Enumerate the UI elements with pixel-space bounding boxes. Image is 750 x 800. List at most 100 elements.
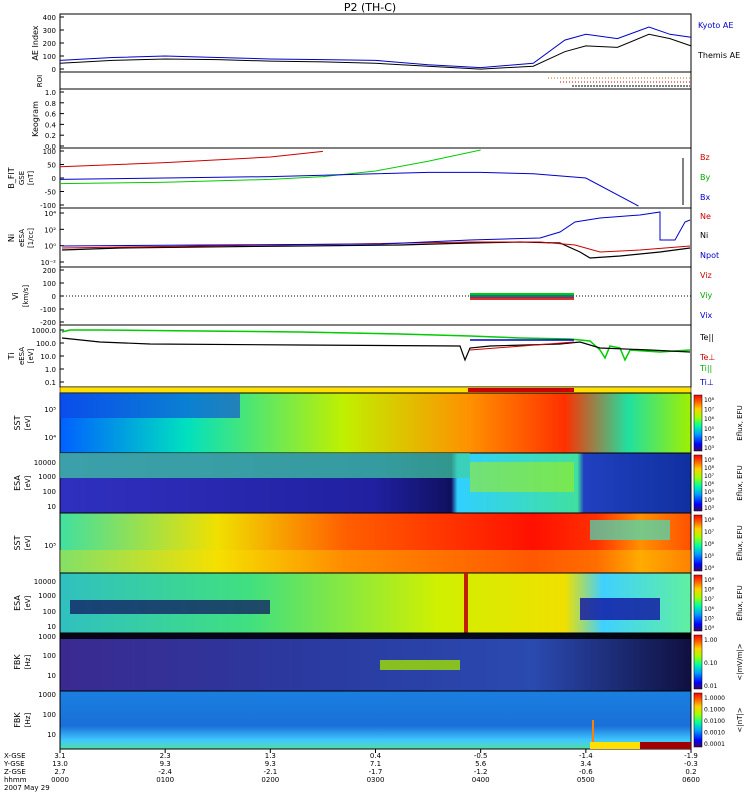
mode-bar <box>59 386 692 394</box>
sst-ion-ylabel-1: SST <box>13 535 22 550</box>
time-axis-value: 0100 <box>156 776 174 784</box>
keogram-tick: 1.0 <box>45 89 56 97</box>
colorbar-tick: 10³ <box>704 445 715 452</box>
bfit-ylabel-2: GSE <box>18 171 26 185</box>
ae-kyoto-line <box>59 26 692 69</box>
vi-blue-band <box>470 295 574 298</box>
time-axis-value: 1.3 <box>265 752 276 760</box>
bfit-ylabel-1: B_FIT <box>7 167 16 188</box>
ae-tick: 400 <box>43 14 56 22</box>
esa-ion-panel: ESA [eV] 10000 1000 100 10 <box>13 572 692 634</box>
roi-ylabel: ROI <box>36 75 44 87</box>
time-axis-value: -0.6 <box>579 768 593 776</box>
colorbar-tick: 10⁴ <box>704 497 715 504</box>
ti-tick: 1.0 <box>45 366 56 374</box>
sst-ion-ylabel-2: [eV] <box>24 535 32 550</box>
time-axis-value: 3.1 <box>54 752 65 760</box>
ae-legend-themis: Themis AE <box>697 51 740 60</box>
time-axis-value: -1.7 <box>369 768 383 776</box>
colorbar-label: Eflux, EFU <box>736 465 744 500</box>
ti-legend-te-perp: Te⊥ <box>699 353 715 362</box>
esa-ion-blue-band <box>580 598 660 620</box>
ae-legend-kyoto: Kyoto AE <box>698 21 733 30</box>
fbk-e-panel: FBK [Hz] 1000 100 10 <box>13 632 692 692</box>
colorbar-tick: 0.1000 <box>704 707 725 714</box>
time-axis-value: 0.2 <box>685 768 696 776</box>
ti-ylabel-2: eESA <box>18 347 26 365</box>
time-axis-value: -1.9 <box>684 752 698 760</box>
esa-electron-ylabel-1: ESA <box>13 475 22 491</box>
colorbar-label: <|mV/m|> <box>736 643 744 680</box>
keogram-tick: 0.4 <box>45 121 57 129</box>
ti-green-line <box>61 329 691 362</box>
sst-ion-patch <box>590 520 670 540</box>
sst-electron-panel: SST [eV] 10⁵ 10⁴ <box>13 392 692 454</box>
ni-blue-line <box>61 211 691 247</box>
sst-electron-ylabel-2: [eV] <box>24 415 32 430</box>
ni-tick: 10⁰ <box>44 243 56 251</box>
keogram-tick: 0.2 <box>45 132 56 140</box>
colorbar <box>693 514 703 572</box>
vi-tick: -200 <box>40 319 56 327</box>
bfit-tick: -50 <box>45 189 56 197</box>
time-axis-value: -0.3 <box>684 760 698 768</box>
vi-ylabel-2: [km/s] <box>22 285 30 308</box>
colorbar-tick: 10⁶ <box>704 416 715 423</box>
ae-tick: 300 <box>43 27 56 35</box>
ae-ticks: 400 300 200 100 0 <box>43 14 64 74</box>
esa-ion-tick-3: 100 <box>43 608 56 616</box>
roi-panel: ROI <box>36 71 692 90</box>
time-axis-value: 0200 <box>261 776 279 784</box>
esa-ion-dark-band <box>70 600 270 614</box>
fbk-e-ylabel-1: FBK <box>13 654 22 670</box>
mode-bar-yellow <box>59 386 692 394</box>
keogram-panel: Keogram 1.0 0.8 0.6 0.4 0.2 0.0 <box>31 88 692 151</box>
colorbar-label: Eflux, EFU <box>736 525 744 560</box>
ti-ticks: 1000.0 100.0 10.0 1.0 0.1 <box>32 327 64 387</box>
ni-ylabel-1: Ni <box>7 234 16 242</box>
keogram-tick: 0.0 <box>45 143 56 151</box>
colorbar <box>693 634 703 690</box>
time-axis-value: -1.2 <box>474 768 488 776</box>
fbk-b-panel: FBK [Hz] 1000 100 10 <box>13 690 692 750</box>
colorbar-tick: 10³ <box>704 505 715 512</box>
time-axis-value: -2.4 <box>158 768 172 776</box>
vi-legend-vix: Vix <box>700 311 713 320</box>
colorbar-tick: 10⁹ <box>704 457 715 464</box>
time-axis-row-label: Y-GSE <box>3 760 25 768</box>
time-axis-value: 9.3 <box>265 760 276 768</box>
sst-electron-tick-1: 10⁵ <box>44 406 56 414</box>
fbk-b-ylabel-1: FBK <box>13 712 22 728</box>
colorbar <box>693 574 703 632</box>
ae-tick: 100 <box>43 53 56 61</box>
colorbar-tick: 10⁵ <box>704 615 715 622</box>
colorbar-label: <|nT|> <box>736 707 744 732</box>
time-axis-row-label: Z-GSE <box>4 768 26 776</box>
fbk-b-tick-2: 100 <box>43 711 56 719</box>
time-axis-value: -2.1 <box>263 768 277 776</box>
time-axis-value: 5.6 <box>475 760 487 768</box>
ni-ticks: 10⁴ 10² 10⁰ 10⁻² <box>41 210 64 267</box>
ti-ylabel-1: Ti <box>7 353 16 361</box>
time-axis-value: 0600 <box>682 776 700 784</box>
ni-legend-npot: Npot <box>700 251 719 260</box>
colorbar-tick: 0.0001 <box>704 741 725 748</box>
colorbar-tick: 1.00 <box>704 637 718 644</box>
time-axis-value: 2.3 <box>160 752 171 760</box>
bfit-legend-bz: Bz <box>700 153 710 162</box>
time-axis-value: 9.3 <box>160 760 171 768</box>
ae-tick: 200 <box>43 40 56 48</box>
fbk-b-ylabel-2: [Hz] <box>24 713 32 728</box>
colorbar-tick: 10⁶ <box>704 606 715 613</box>
time-axis-value: 0.4 <box>370 752 382 760</box>
fbk-b-spectrogram <box>59 690 692 750</box>
vi-panel: Vi [km/s] 200 100 0 -100 -200 Viz Viy Vix <box>11 266 713 327</box>
ae-tick: 0 <box>52 66 56 74</box>
colorbar-tick: 0.0010 <box>704 730 725 737</box>
esa-ion-ylabel-1: ESA <box>13 595 22 611</box>
time-axis-value: -0.5 <box>474 752 488 760</box>
fbk-e-tick-3: 10 <box>47 672 56 680</box>
colorbar-tick: 10⁶ <box>704 481 715 488</box>
time-axis-value: 0300 <box>367 776 385 784</box>
